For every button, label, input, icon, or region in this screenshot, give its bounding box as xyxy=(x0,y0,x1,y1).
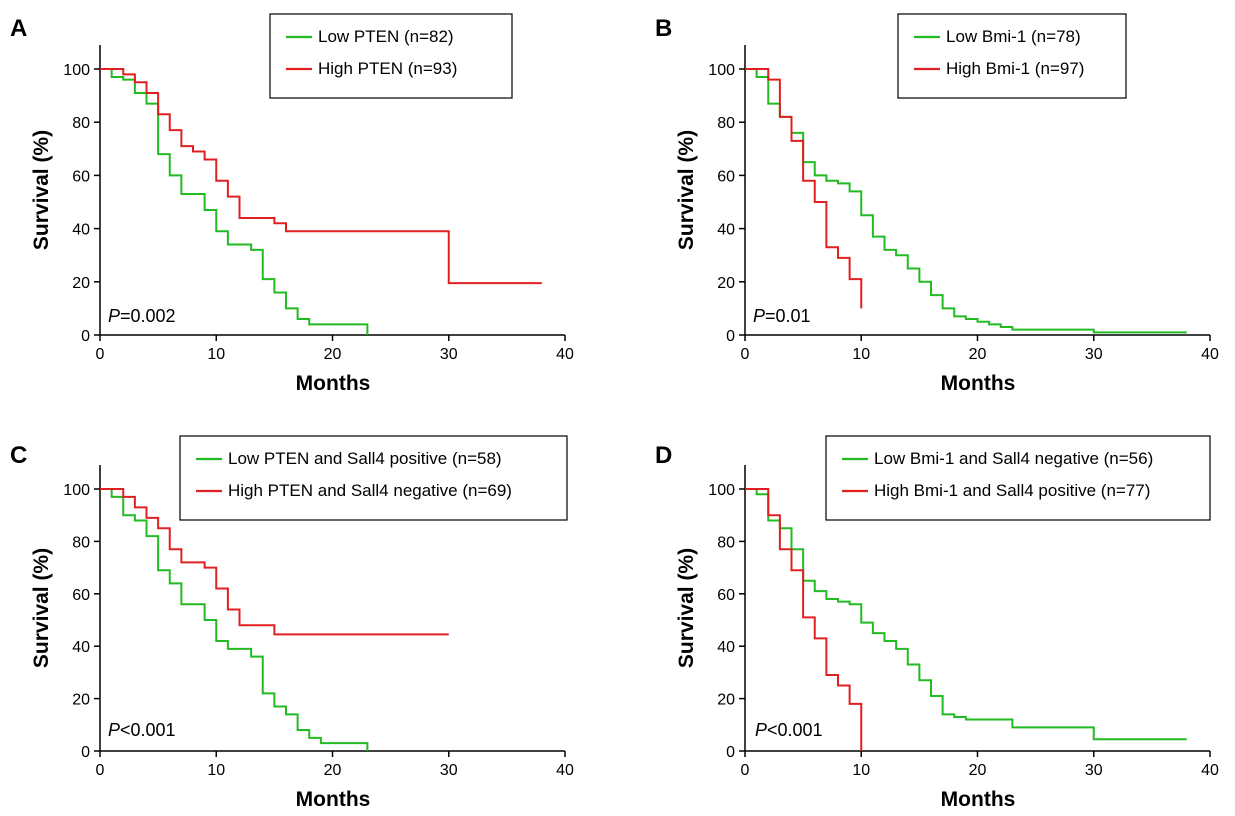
legend-entry: Low PTEN (n=82) xyxy=(318,27,454,46)
panel-letter: B xyxy=(655,15,672,42)
x-tick-label: 40 xyxy=(556,346,574,363)
survival-curve-low xyxy=(745,488,1187,741)
survival-curve-low xyxy=(745,68,1187,334)
y-tick-label: 40 xyxy=(717,639,735,656)
x-tick-label: 10 xyxy=(852,346,870,363)
x-tick-label: 0 xyxy=(741,762,750,779)
x-tick-label: 10 xyxy=(207,346,225,363)
y-tick-label: 100 xyxy=(63,482,90,499)
p-value-label: P=0.002 xyxy=(108,306,176,326)
x-tick-label: 0 xyxy=(741,346,750,363)
legend-entry: High Bmi-1 (n=97) xyxy=(946,59,1084,78)
survival-curve-high xyxy=(745,488,863,751)
legend-box xyxy=(897,13,1127,99)
x-tick-label: 30 xyxy=(1085,762,1103,779)
y-tick-label: 20 xyxy=(717,692,735,709)
y-tick-label: 20 xyxy=(72,275,90,292)
panel-letter: A xyxy=(10,15,27,42)
legend-entry: High PTEN and Sall4 negative (n=69) xyxy=(228,481,512,500)
x-tick-label: 40 xyxy=(556,762,574,779)
y-axis-title: Survival (%) xyxy=(30,130,53,250)
p-value-number: <0.001 xyxy=(120,720,176,740)
legend-box xyxy=(179,435,568,521)
p-value-label: P<0.001 xyxy=(755,720,823,740)
x-tick-label: 10 xyxy=(852,762,870,779)
chart-panel-b: B 0 20 40 60 80 100 0 10 20 30 40 Months Survival (%)… xyxy=(655,13,1219,395)
chart-panel-d: D 0 20 40 60 80 100 0 10 20 30 40 Months Survival (%)… xyxy=(655,435,1219,811)
y-tick-label: 100 xyxy=(708,482,735,499)
p-value-label: P<0.001 xyxy=(108,720,176,740)
chart-panel-a: A 0 20 40 60 80 100 0 10 20 30 40 Months Survival (%)… xyxy=(10,13,574,395)
x-tick-label: 0 xyxy=(96,762,105,779)
x-tick-label: 40 xyxy=(1201,346,1219,363)
panel-letter: D xyxy=(655,442,672,469)
survival-curve-high xyxy=(100,68,542,285)
x-tick-label: 10 xyxy=(207,762,225,779)
legend-entry: High PTEN (n=93) xyxy=(318,59,457,78)
p-value-symbol: P xyxy=(755,720,767,740)
legend-entry: Low Bmi-1 and Sall4 negative (n=56) xyxy=(874,449,1153,468)
p-value-number: =0.002 xyxy=(120,306,176,326)
x-tick-label: 20 xyxy=(324,762,342,779)
y-tick-label: 20 xyxy=(717,275,735,292)
y-axis-title: Survival (%) xyxy=(675,130,698,250)
x-axis-title: Months xyxy=(296,788,371,811)
x-tick-label: 30 xyxy=(1085,346,1103,363)
x-tick-label: 20 xyxy=(969,762,987,779)
y-tick-label: 100 xyxy=(708,62,735,79)
p-value-number: =0.01 xyxy=(765,306,811,326)
y-tick-label: 60 xyxy=(72,168,90,185)
p-value-symbol: P xyxy=(753,306,765,326)
y-tick-label: 0 xyxy=(726,328,735,345)
y-tick-label: 0 xyxy=(726,744,735,761)
y-tick-label: 40 xyxy=(717,222,735,239)
legend: Low PTEN and Sall4 positive (n=58) High P… xyxy=(179,435,568,521)
y-tick-label: 20 xyxy=(72,692,90,709)
x-tick-label: 0 xyxy=(96,346,105,363)
y-tick-label: 80 xyxy=(717,534,735,551)
chart-panel-c: C 0 20 40 60 80 100 0 10 20 30 40 Months Survival (%)… xyxy=(10,435,574,811)
y-axis-title: Survival (%) xyxy=(675,548,698,668)
y-tick-label: 0 xyxy=(81,744,90,761)
y-tick-label: 40 xyxy=(72,639,90,656)
x-axis-title: Months xyxy=(941,788,1016,811)
x-tick-label: 20 xyxy=(324,346,342,363)
p-value-number: <0.001 xyxy=(767,720,823,740)
y-tick-label: 60 xyxy=(72,587,90,604)
y-tick-label: 0 xyxy=(81,328,90,345)
survival-curve-low xyxy=(100,68,369,335)
y-tick-label: 80 xyxy=(72,534,90,551)
legend-entry: Low Bmi-1 (n=78) xyxy=(946,27,1081,46)
survival-curve-low xyxy=(100,488,369,751)
survival-curve-high xyxy=(745,68,863,309)
legend: Low Bmi-1 and Sall4 negative (n=56) High … xyxy=(825,435,1211,521)
legend-box xyxy=(825,435,1211,521)
legend-box xyxy=(269,13,513,99)
legend: Low PTEN (n=82) High PTEN (n=93) xyxy=(269,13,513,99)
y-tick-label: 100 xyxy=(63,62,90,79)
x-axis-title: Months xyxy=(296,372,371,395)
y-tick-label: 80 xyxy=(72,115,90,132)
y-tick-label: 40 xyxy=(72,222,90,239)
panel-letter: C xyxy=(10,442,27,469)
y-tick-label: 80 xyxy=(717,115,735,132)
y-tick-label: 60 xyxy=(717,587,735,604)
x-tick-label: 40 xyxy=(1201,762,1219,779)
legend-entry: Low PTEN and Sall4 positive (n=58) xyxy=(228,449,502,468)
x-tick-label: 30 xyxy=(440,762,458,779)
p-value-symbol: P xyxy=(108,720,120,740)
y-axis-title: Survival (%) xyxy=(30,548,53,668)
x-tick-label: 30 xyxy=(440,346,458,363)
x-axis-title: Months xyxy=(941,372,1016,395)
x-tick-label: 20 xyxy=(969,346,987,363)
p-value-symbol: P xyxy=(108,306,120,326)
p-value-label: P=0.01 xyxy=(753,306,811,326)
legend: Low Bmi-1 (n=78) High Bmi-1 (n=97) xyxy=(897,13,1127,99)
y-tick-label: 60 xyxy=(717,168,735,185)
legend-entry: High Bmi-1 and Sall4 positive (n=77) xyxy=(874,481,1150,500)
survival-curve-high xyxy=(100,488,449,636)
